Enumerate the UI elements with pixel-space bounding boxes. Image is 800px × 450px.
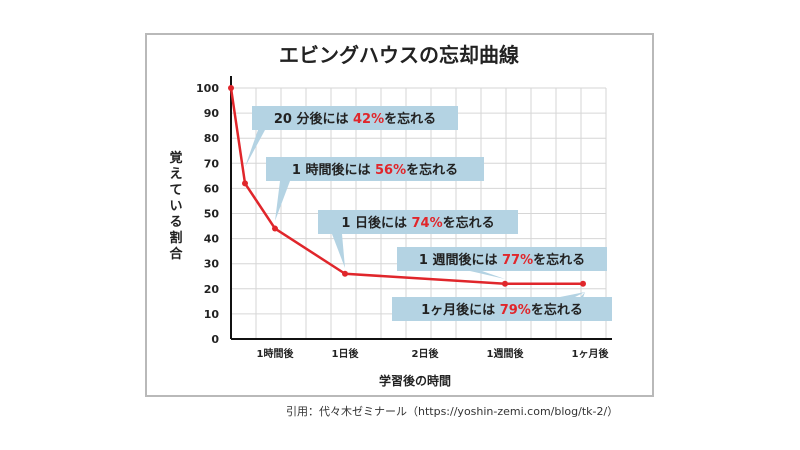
callout-text: 1 時間後には 56%を忘れる <box>292 162 458 178</box>
data-point <box>502 280 508 287</box>
data-point <box>242 180 248 187</box>
x-tick-label: 1時間後 <box>257 347 295 360</box>
callout-text: 1ヶ月後には 79%を忘れる <box>421 302 583 318</box>
curve-line <box>229 87 583 286</box>
callout-box <box>252 106 458 130</box>
callout-text: 1 週間後には 77%を忘れる <box>419 252 585 268</box>
y-tick-label: 20 <box>204 283 220 296</box>
data-point <box>228 85 234 91</box>
y-tick-label: 90 <box>204 107 220 120</box>
x-tick-label: 1週間後 <box>487 347 525 360</box>
y-tick-label: 10 <box>204 308 220 321</box>
x-axis-label: 学習後の時間 <box>379 373 451 388</box>
data-point <box>342 270 348 277</box>
y-tick-label: 70 <box>204 157 220 170</box>
callout-pointer <box>275 181 290 221</box>
data-point <box>580 280 586 287</box>
callout-box <box>397 247 607 271</box>
y-tick-label: 100 <box>196 82 219 95</box>
y-tick-label: 0 <box>211 333 219 346</box>
y-axis-label: 覚えている割合 <box>168 150 183 262</box>
callout-pointer <box>332 234 345 268</box>
x-tick-label: 1ヶ月後 <box>572 347 610 360</box>
callout-box <box>266 157 484 181</box>
y-tick-label: 50 <box>204 208 220 221</box>
callout-pointer <box>245 130 265 167</box>
callout-pointer <box>560 292 585 297</box>
callout-box <box>392 297 612 321</box>
data-point <box>272 225 278 232</box>
callout-pointer <box>470 271 505 279</box>
callout-box <box>318 210 518 234</box>
citation-text: 引用：代々木ゼミナール（https://yoshin-zemi.com/blog… <box>286 405 619 418</box>
y-tick-label: 60 <box>204 182 220 195</box>
x-tick-label: 1日後 <box>332 347 360 360</box>
chart-title: エビングハウスの忘却曲線 <box>279 43 519 67</box>
y-tick-label: 80 <box>204 132 220 145</box>
callout-text: 20 分後には 42%を忘れる <box>274 111 436 127</box>
x-tick-label: 2日後 <box>412 347 440 360</box>
callout-text: 1 日後には 74%を忘れる <box>341 215 494 231</box>
y-tick-label: 40 <box>204 233 220 246</box>
y-tick-label: 30 <box>204 258 220 271</box>
